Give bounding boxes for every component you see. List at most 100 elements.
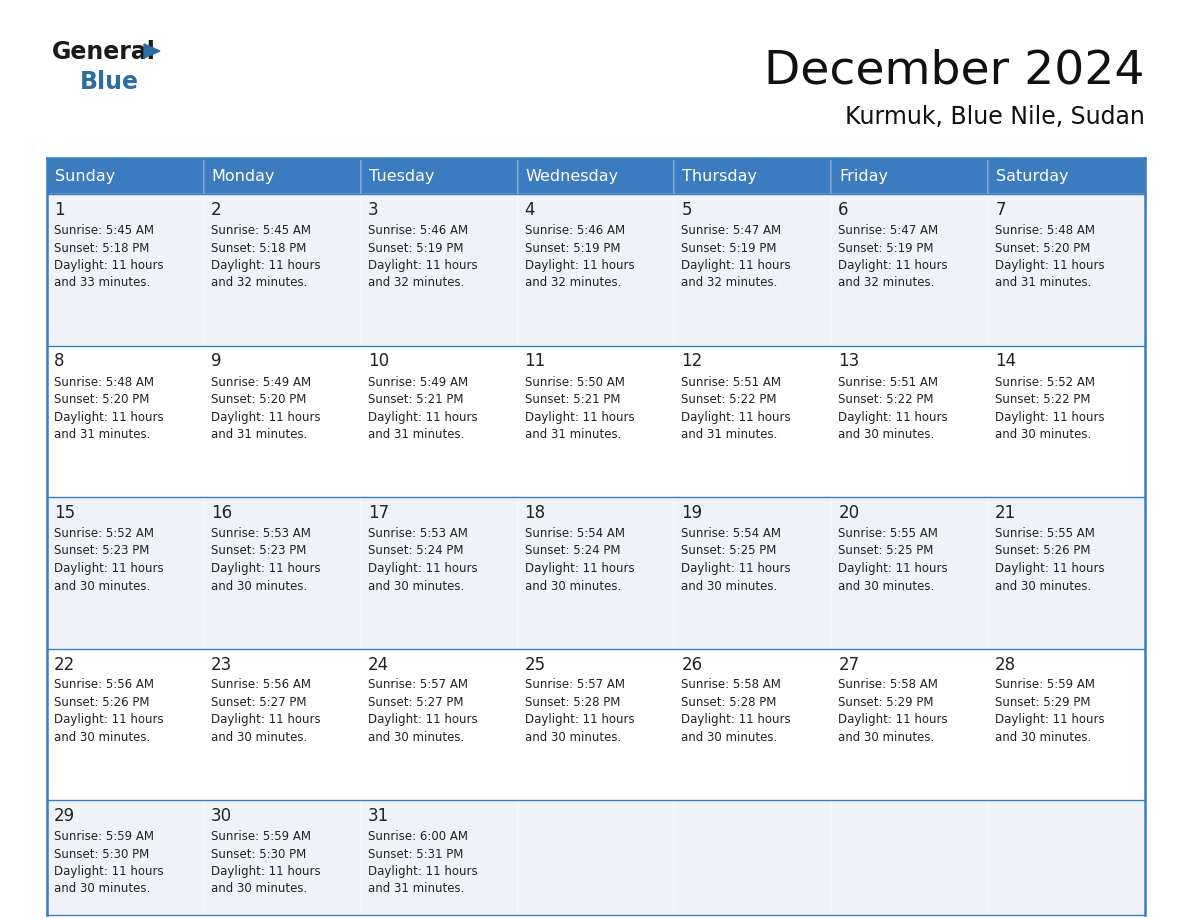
Text: 30: 30 (210, 807, 232, 825)
Bar (988, 648, 1145, 800)
Text: 10: 10 (368, 353, 388, 371)
Text: Daylight: 11 hours: Daylight: 11 hours (682, 259, 791, 272)
Text: Sunrise: 5:59 AM: Sunrise: 5:59 AM (210, 830, 311, 843)
Bar (675, 194, 832, 345)
Text: Daylight: 11 hours: Daylight: 11 hours (368, 865, 478, 878)
Text: Sunset: 5:19 PM: Sunset: 5:19 PM (525, 241, 620, 254)
Text: 6: 6 (839, 201, 848, 219)
Text: and 30 minutes.: and 30 minutes. (53, 579, 150, 592)
Text: Daylight: 11 hours: Daylight: 11 hours (839, 259, 948, 272)
Text: and 32 minutes.: and 32 minutes. (210, 276, 308, 289)
Text: Sunrise: 5:57 AM: Sunrise: 5:57 AM (525, 678, 625, 691)
Text: and 30 minutes.: and 30 minutes. (210, 579, 308, 592)
Text: 27: 27 (839, 655, 859, 674)
Bar (204, 648, 361, 800)
Text: and 30 minutes.: and 30 minutes. (839, 428, 935, 441)
Text: 11: 11 (525, 353, 545, 371)
Bar (675, 158, 832, 194)
Text: and 31 minutes.: and 31 minutes. (210, 428, 308, 441)
Text: and 30 minutes.: and 30 minutes. (996, 428, 1092, 441)
Text: Sunset: 5:27 PM: Sunset: 5:27 PM (368, 696, 463, 709)
Text: Sunrise: 5:57 AM: Sunrise: 5:57 AM (368, 678, 468, 691)
Text: Daylight: 11 hours: Daylight: 11 hours (839, 562, 948, 575)
Text: and 32 minutes.: and 32 minutes. (682, 276, 778, 289)
Text: Sunrise: 5:51 AM: Sunrise: 5:51 AM (839, 375, 939, 388)
Bar (988, 800, 1145, 915)
Bar (518, 158, 675, 194)
Bar (361, 194, 518, 345)
Text: and 30 minutes.: and 30 minutes. (525, 579, 621, 592)
Text: Sunrise: 5:52 AM: Sunrise: 5:52 AM (996, 375, 1095, 388)
Text: Sunrise: 5:53 AM: Sunrise: 5:53 AM (368, 527, 468, 540)
Text: Sunrise: 5:56 AM: Sunrise: 5:56 AM (53, 678, 154, 691)
Text: Daylight: 11 hours: Daylight: 11 hours (525, 410, 634, 423)
Text: Sunset: 5:20 PM: Sunset: 5:20 PM (996, 241, 1091, 254)
Text: Sunrise: 5:52 AM: Sunrise: 5:52 AM (53, 527, 154, 540)
Text: Sunset: 5:24 PM: Sunset: 5:24 PM (368, 544, 463, 557)
Text: Daylight: 11 hours: Daylight: 11 hours (53, 562, 164, 575)
Text: Sunrise: 5:55 AM: Sunrise: 5:55 AM (996, 527, 1095, 540)
Text: 12: 12 (682, 353, 702, 371)
Text: and 30 minutes.: and 30 minutes. (210, 882, 308, 895)
Text: Sunset: 5:19 PM: Sunset: 5:19 PM (682, 241, 777, 254)
Text: Daylight: 11 hours: Daylight: 11 hours (996, 259, 1105, 272)
Text: Daylight: 11 hours: Daylight: 11 hours (368, 410, 478, 423)
Text: Daylight: 11 hours: Daylight: 11 hours (525, 259, 634, 272)
Text: Tuesday: Tuesday (368, 170, 435, 185)
Bar (675, 800, 832, 915)
Bar (832, 158, 988, 194)
Bar (361, 158, 518, 194)
Text: 9: 9 (210, 353, 221, 371)
Bar (675, 345, 832, 497)
Text: Daylight: 11 hours: Daylight: 11 hours (210, 410, 321, 423)
Text: 7: 7 (996, 201, 1006, 219)
Bar (204, 800, 361, 915)
Text: Sunset: 5:20 PM: Sunset: 5:20 PM (210, 393, 307, 406)
Text: Daylight: 11 hours: Daylight: 11 hours (53, 410, 164, 423)
Text: Sunrise: 5:47 AM: Sunrise: 5:47 AM (839, 224, 939, 237)
Text: 8: 8 (53, 353, 64, 371)
Text: 13: 13 (839, 353, 860, 371)
Bar (361, 648, 518, 800)
Text: 29: 29 (53, 807, 75, 825)
Text: 17: 17 (368, 504, 388, 522)
Bar (204, 158, 361, 194)
Text: Sunset: 5:22 PM: Sunset: 5:22 PM (682, 393, 777, 406)
Text: Daylight: 11 hours: Daylight: 11 hours (682, 713, 791, 726)
Text: and 32 minutes.: and 32 minutes. (525, 276, 621, 289)
Text: Sunrise: 5:49 AM: Sunrise: 5:49 AM (368, 375, 468, 388)
Text: Daylight: 11 hours: Daylight: 11 hours (996, 410, 1105, 423)
Text: 21: 21 (996, 504, 1017, 522)
Text: and 30 minutes.: and 30 minutes. (839, 579, 935, 592)
Text: Daylight: 11 hours: Daylight: 11 hours (368, 259, 478, 272)
Text: Sunset: 5:19 PM: Sunset: 5:19 PM (839, 241, 934, 254)
Text: Sunrise: 5:53 AM: Sunrise: 5:53 AM (210, 527, 311, 540)
Text: Friday: Friday (839, 170, 889, 185)
Text: Daylight: 11 hours: Daylight: 11 hours (368, 713, 478, 726)
Text: Daylight: 11 hours: Daylight: 11 hours (682, 410, 791, 423)
Text: Daylight: 11 hours: Daylight: 11 hours (53, 865, 164, 878)
Text: Sunset: 5:18 PM: Sunset: 5:18 PM (53, 241, 150, 254)
Text: 14: 14 (996, 353, 1016, 371)
Bar (988, 497, 1145, 648)
Text: Daylight: 11 hours: Daylight: 11 hours (210, 865, 321, 878)
Bar (518, 648, 675, 800)
Text: Sunset: 5:25 PM: Sunset: 5:25 PM (839, 544, 934, 557)
Text: Sunset: 5:30 PM: Sunset: 5:30 PM (210, 847, 307, 860)
Text: Sunrise: 5:51 AM: Sunrise: 5:51 AM (682, 375, 782, 388)
Text: Sunrise: 5:48 AM: Sunrise: 5:48 AM (996, 224, 1095, 237)
Text: Sunday: Sunday (55, 170, 115, 185)
Text: Sunset: 5:23 PM: Sunset: 5:23 PM (53, 544, 150, 557)
Text: Sunset: 5:19 PM: Sunset: 5:19 PM (368, 241, 463, 254)
Text: Daylight: 11 hours: Daylight: 11 hours (368, 562, 478, 575)
Text: Daylight: 11 hours: Daylight: 11 hours (996, 562, 1105, 575)
Text: and 31 minutes.: and 31 minutes. (53, 428, 151, 441)
Bar (48, 194, 204, 345)
Text: Sunrise: 5:54 AM: Sunrise: 5:54 AM (525, 527, 625, 540)
Text: Blue: Blue (80, 70, 139, 94)
Bar (48, 800, 204, 915)
Bar (48, 648, 204, 800)
Text: and 31 minutes.: and 31 minutes. (368, 428, 465, 441)
Bar (832, 194, 988, 345)
Bar (518, 497, 675, 648)
